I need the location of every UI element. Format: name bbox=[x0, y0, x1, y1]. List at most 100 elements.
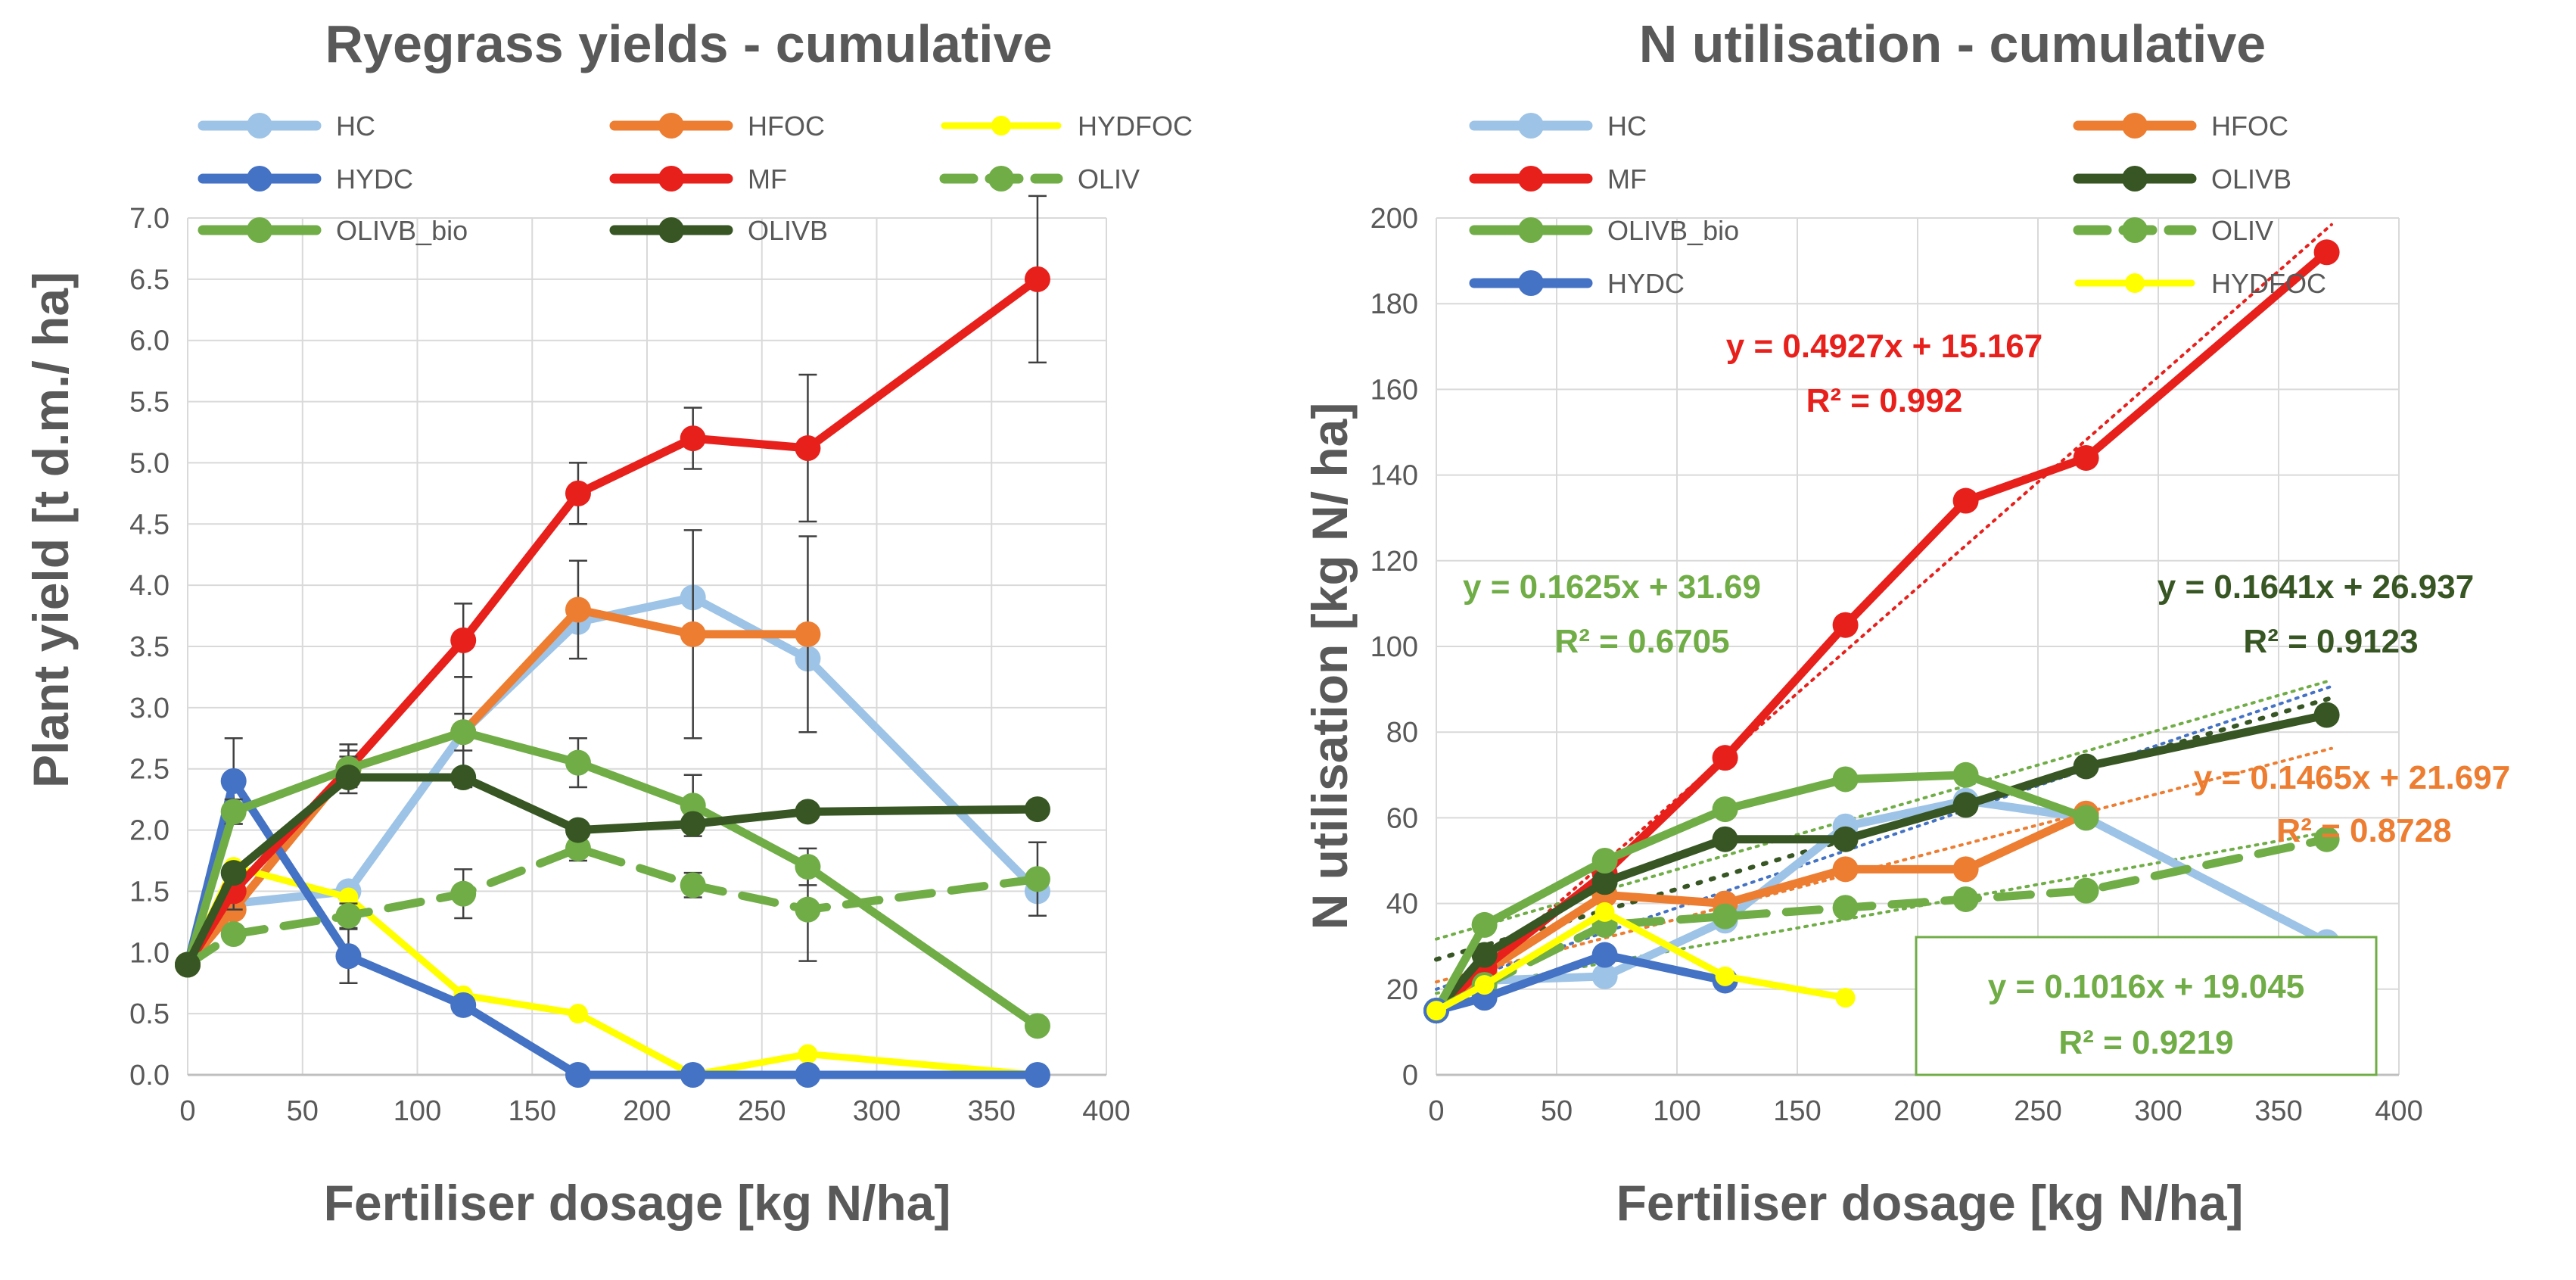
x-tick-label: 250 bbox=[2014, 1095, 2061, 1127]
annotation-oliv: y = 0.1016x + 19.045 R² = 0.9219 bbox=[1915, 936, 2378, 1076]
data-point bbox=[2073, 444, 2099, 471]
data-point bbox=[795, 435, 821, 462]
data-point bbox=[1712, 796, 1738, 823]
data-point bbox=[450, 765, 477, 791]
y-tick-label: 4.0 bbox=[129, 570, 170, 602]
series-line bbox=[183, 773, 1042, 969]
y-tick-label: 1.5 bbox=[129, 876, 170, 908]
series-hydfoc bbox=[1426, 902, 1856, 1021]
legend-item-olivb-bio: OLIVB_bio bbox=[1469, 215, 1739, 246]
data-point bbox=[1591, 963, 1618, 989]
chart-title: Ryegrass yields - cumulative bbox=[325, 14, 1053, 73]
legend-swatch-marker bbox=[658, 113, 684, 139]
data-point bbox=[1715, 966, 1735, 986]
chart-n-utilisation: N utilisation - cumulative 0 20 40 60 80 100 1… bbox=[1302, 14, 2510, 1231]
y-tick-label: 6.5 bbox=[129, 264, 170, 296]
legend-item-oliv: OLIV bbox=[2073, 215, 2273, 246]
equation-text: y = 0.4927x + 15.167 bbox=[1726, 328, 2042, 365]
data-point bbox=[1832, 766, 1859, 793]
data-point bbox=[2073, 753, 2099, 780]
legend-label: HYDFOC bbox=[1078, 111, 1193, 142]
y-tick-label: 120 bbox=[1370, 546, 1418, 578]
y-tick-label: 160 bbox=[1370, 374, 1418, 406]
trendline-olivb-bio bbox=[1435, 678, 2333, 941]
equation-text: y = 0.1625x + 31.69 bbox=[1463, 568, 1761, 606]
data-point bbox=[565, 480, 591, 506]
data-point bbox=[1952, 761, 1979, 788]
data-point bbox=[1024, 796, 1050, 823]
legend-label: HFOC bbox=[2211, 111, 2288, 142]
data-point bbox=[1832, 826, 1859, 852]
data-point bbox=[680, 872, 706, 898]
legend-swatch-marker bbox=[2122, 166, 2148, 192]
y-tick-label: 40 bbox=[1386, 889, 1418, 920]
y-tick-label: 80 bbox=[1386, 717, 1418, 749]
x-tick-label: 100 bbox=[394, 1095, 441, 1127]
data-point bbox=[1024, 1013, 1050, 1039]
y-tick-label: 180 bbox=[1370, 288, 1418, 320]
data-point bbox=[1024, 266, 1050, 292]
data-point bbox=[1952, 792, 1979, 818]
y-tick-label: 100 bbox=[1370, 631, 1418, 663]
legend-item-hfoc: HFOC bbox=[609, 111, 825, 142]
legend-label: HYDC bbox=[336, 164, 413, 195]
x-tick-label: 250 bbox=[738, 1095, 786, 1127]
series-olivb-bio bbox=[175, 712, 1050, 1039]
legend-label: OLIVB bbox=[2211, 164, 2291, 195]
data-point bbox=[1024, 866, 1050, 892]
data-point bbox=[565, 749, 591, 776]
legend-swatch-marker bbox=[658, 166, 684, 192]
legend-item-hc: HC bbox=[198, 111, 375, 142]
equation-text: y = 0.1016x + 19.045 bbox=[1988, 968, 2304, 1005]
data-point bbox=[1471, 911, 1498, 938]
legend-swatch-marker bbox=[247, 113, 272, 139]
plot-area bbox=[175, 195, 1050, 1088]
data-point bbox=[680, 425, 706, 452]
r-squared-text: R² = 0.9123 bbox=[2243, 623, 2418, 660]
legend-item-hc: HC bbox=[1469, 111, 1647, 142]
data-point bbox=[1832, 856, 1859, 883]
data-point bbox=[335, 765, 362, 791]
data-point bbox=[2073, 805, 2099, 831]
data-point bbox=[795, 621, 821, 647]
legend: HC HFOC HYDFOC HYDC MF OLIV OLIVB_bio OLIVB bbox=[198, 111, 1193, 246]
legend-item-olivb-bio: OLIVB_bio bbox=[198, 215, 468, 246]
series-line bbox=[1432, 711, 2332, 1015]
y-tick-label: 7.0 bbox=[129, 203, 170, 235]
equation-text: y = 0.1641x + 26.937 bbox=[2158, 568, 2474, 606]
legend-swatch-marker bbox=[1518, 113, 1544, 139]
data-point bbox=[450, 719, 477, 746]
y-tick-label: 5.5 bbox=[129, 387, 170, 419]
data-point bbox=[798, 1044, 818, 1064]
data-point bbox=[335, 943, 362, 970]
y-tick-label: 60 bbox=[1386, 802, 1418, 834]
y-tick-label: 4.5 bbox=[129, 509, 170, 540]
legend-label: OLIV bbox=[1078, 164, 1140, 195]
tick-labels: 0.0 0.5 1.0 1.5 2.0 2.5 3.0 3.5 4.0 4.5 5.0 5.5 6.0 6… bbox=[129, 203, 1131, 1127]
series-oliv bbox=[175, 835, 1050, 978]
y-tick-label: 3.5 bbox=[129, 631, 170, 663]
data-point bbox=[565, 1062, 591, 1088]
y-tick-label: 5.0 bbox=[129, 447, 170, 479]
data-point bbox=[1952, 886, 1979, 912]
data-point bbox=[1835, 988, 1856, 1008]
legend-label: HC bbox=[1607, 111, 1647, 142]
series-line bbox=[1432, 248, 2332, 1015]
data-point bbox=[565, 835, 591, 861]
legend-item-mf: MF bbox=[1469, 164, 1647, 195]
data-point bbox=[2313, 826, 2340, 852]
legend-label: HYDC bbox=[1607, 268, 1685, 299]
data-point bbox=[680, 793, 706, 819]
x-tick-label: 350 bbox=[968, 1095, 1016, 1127]
data-point bbox=[220, 799, 247, 825]
legend-label: OLIVB bbox=[748, 215, 828, 246]
data-point bbox=[1474, 975, 1495, 995]
legend-swatch-marker bbox=[2122, 217, 2148, 243]
x-tick-label: 50 bbox=[287, 1095, 319, 1127]
legend-item-hydc: HYDC bbox=[1469, 268, 1685, 299]
data-point bbox=[1471, 942, 1498, 968]
data-point bbox=[1712, 826, 1738, 852]
legend-item-olivb: OLIVB bbox=[2073, 164, 2291, 195]
data-point bbox=[2073, 877, 2099, 904]
